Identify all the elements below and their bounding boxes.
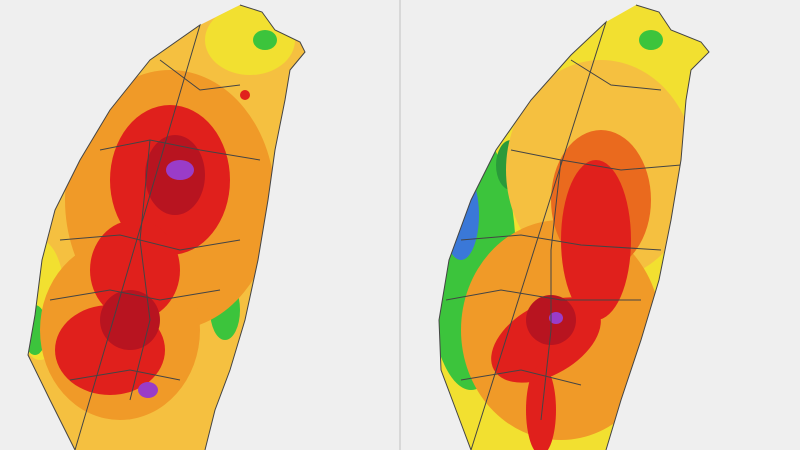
left-rainfall-map — [0, 0, 399, 450]
taiwan-map-right — [438, 4, 710, 450]
county-borders — [49, 59, 261, 401]
rain-zone — [90, 220, 180, 320]
right-rainfall-map — [401, 0, 800, 450]
panel-divider — [399, 0, 401, 450]
county-borders — [445, 59, 682, 421]
rain-zone — [639, 30, 663, 50]
coastline — [27, 4, 306, 450]
rain-zone — [138, 382, 158, 398]
taiwan-map-left — [27, 4, 306, 450]
coastline — [438, 4, 710, 450]
rain-zone — [240, 90, 250, 100]
rain-zone — [526, 365, 556, 450]
rain-zone — [549, 312, 563, 324]
rain-zone — [166, 160, 194, 180]
rain-zone — [100, 290, 160, 350]
rain-zone — [253, 30, 277, 50]
rain-zone — [561, 160, 631, 320]
rain-zone — [205, 5, 295, 75]
rain-zone — [443, 170, 479, 260]
